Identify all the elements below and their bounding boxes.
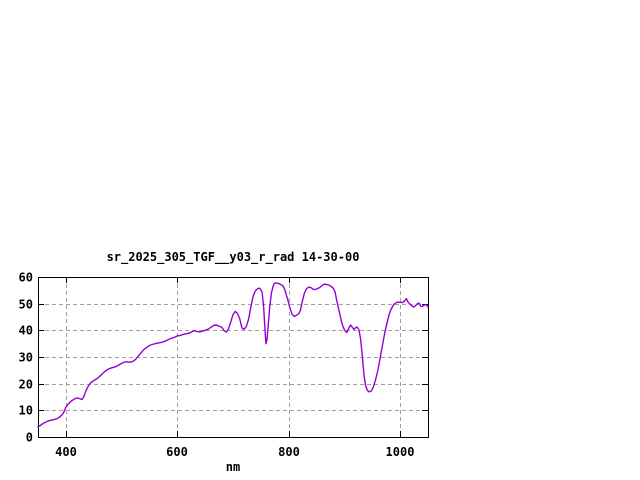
plot-border [38,277,429,438]
y-tick-label: 50 [19,298,33,312]
x-tick-label: 600 [166,445,188,459]
x-tick-label: 1000 [386,445,415,459]
y-tick-label: 40 [19,324,33,338]
y-tick-label: 10 [19,404,33,418]
chart-title: sr_2025_305_TGF__y03_r_rad 14-30-00 [107,250,360,265]
data-curve [37,282,429,428]
x-tick-label: 800 [278,445,300,459]
y-tick-label: 20 [19,378,33,392]
x-tick-label: 400 [55,445,77,459]
x-axis-label: nm [226,460,240,474]
y-tick-label: 0 [26,431,33,445]
tick-labels: 400 600 800 1000 0 10 20 30 40 50 60 [19,271,415,460]
y-tick-label: 60 [19,271,33,285]
grid-lines [38,277,428,437]
y-tick-label: 30 [19,351,33,365]
